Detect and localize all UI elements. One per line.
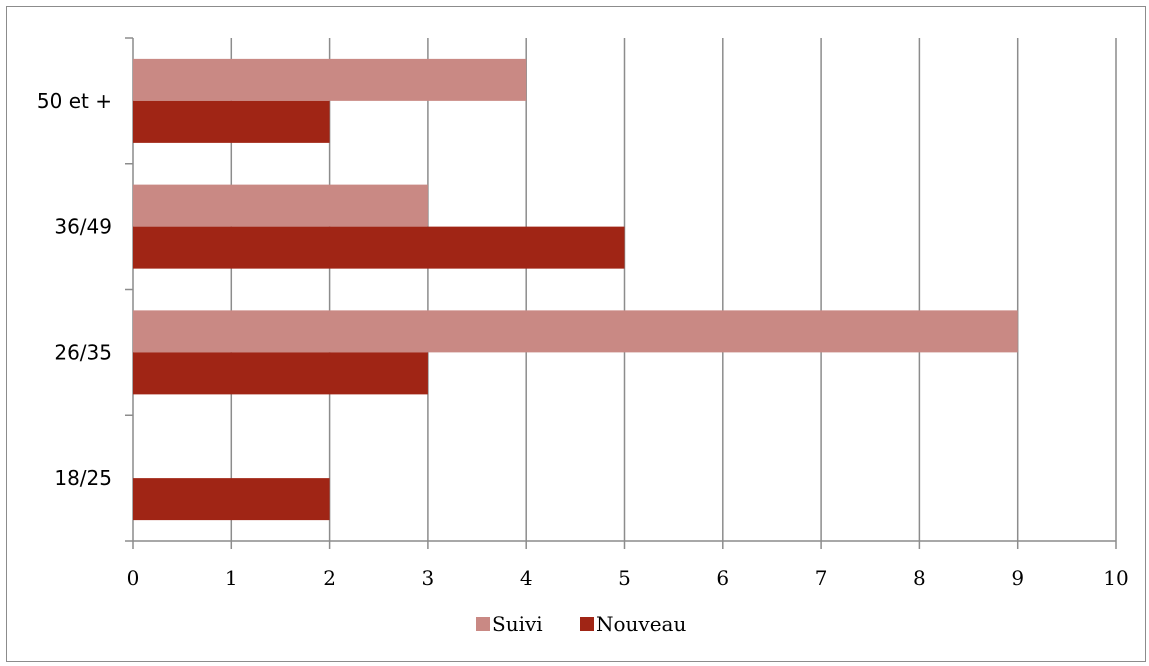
y-category-label: 26/35 [54,340,112,364]
x-tick-label: 8 [913,566,926,590]
bar-nouveau [133,226,625,269]
legend-swatch [476,617,490,631]
y-category-label: 18/25 [54,466,112,490]
x-tick-label: 3 [422,566,435,590]
x-tick-label: 10 [1103,566,1128,590]
bar-suivi [133,58,527,101]
bar-suivi [133,184,428,227]
bar-nouveau [133,100,330,143]
bar-suivi [133,310,1018,353]
bar-nouveau [133,352,428,395]
x-tick-label: 7 [815,566,828,590]
x-tick-label: 6 [716,566,729,590]
legend-label: Nouveau [596,612,686,636]
x-tick-label: 1 [225,566,238,590]
y-category-label: 36/49 [54,215,112,239]
x-tick-label: 4 [520,566,533,590]
y-category-label: 50 et + [37,89,112,113]
legend-label: Suivi [492,612,543,636]
x-tick-label: 0 [127,566,140,590]
x-tick-label: 2 [323,566,336,590]
bar-nouveau [133,478,330,521]
legend-swatch [580,617,594,631]
x-tick-label: 5 [618,566,631,590]
x-tick-label: 9 [1011,566,1024,590]
